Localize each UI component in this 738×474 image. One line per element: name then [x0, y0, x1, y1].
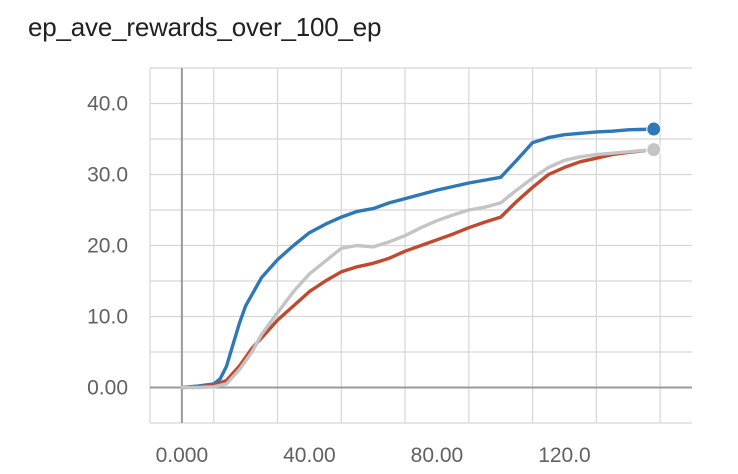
- y-tick-label: 0.00: [87, 377, 128, 400]
- x-tick-label: 80.00: [411, 444, 464, 467]
- axes: [150, 68, 692, 423]
- series-line: [180, 147, 656, 390]
- series-line: [180, 147, 656, 390]
- series-lines: [180, 121, 662, 390]
- tick-labels: 0.00 10.0 20.0 30.0 40.0 0.000 40.00 80.00 120.0: [87, 93, 591, 468]
- series-line: [180, 127, 656, 390]
- y-tick-label: 10.0: [87, 306, 128, 329]
- x-tick-label: 0.000: [156, 444, 209, 467]
- y-tick-label: 30.0: [87, 164, 128, 187]
- x-tick-label: 40.00: [283, 444, 336, 467]
- series-end-marker: [646, 142, 662, 158]
- series-end-marker: [646, 121, 662, 137]
- y-tick-label: 40.0: [87, 93, 128, 116]
- chart-title: ep_ave_rewards_over_100_ep: [28, 12, 382, 42]
- x-tick-label: 120.0: [538, 444, 591, 467]
- y-tick-label: 20.0: [87, 235, 128, 258]
